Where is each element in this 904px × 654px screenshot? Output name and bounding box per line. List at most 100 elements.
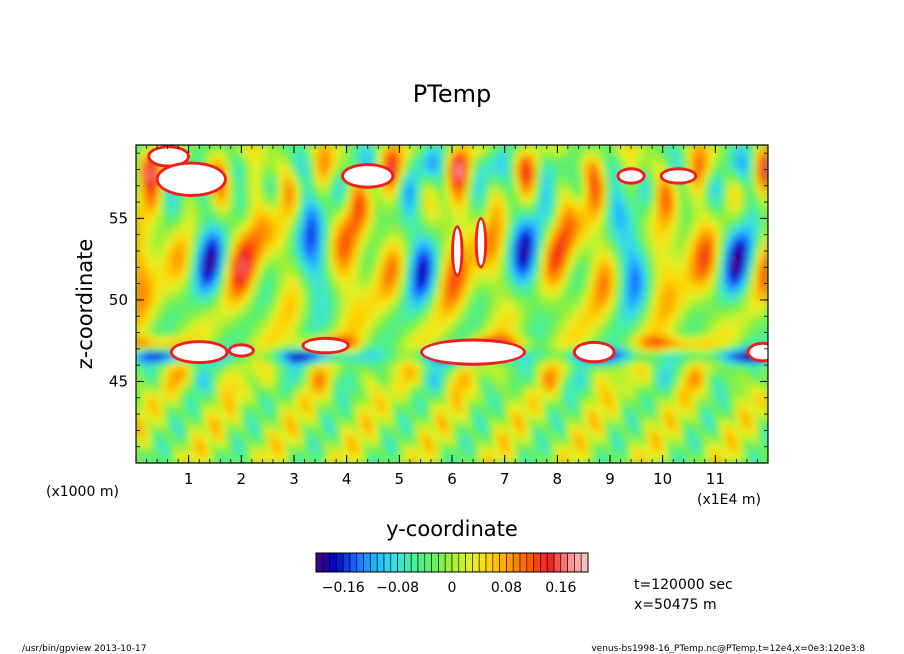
heatmap-cell [519, 361, 527, 369]
heatmap-cell [156, 277, 163, 284]
heatmap-cell [440, 372, 448, 379]
heatmap-cell [398, 314, 406, 321]
heatmap-cell [272, 330, 279, 337]
heatmap-cell [198, 361, 205, 369]
heatmap-cell [325, 192, 332, 199]
heatmap-cell [498, 282, 506, 289]
heatmap-cell [198, 266, 205, 273]
heatmap-cell [483, 261, 490, 268]
heatmap-cell [388, 192, 395, 199]
heatmap-cell [272, 271, 279, 278]
heatmap-cell [493, 377, 500, 384]
heatmap-cell [304, 218, 311, 225]
heatmap-cell [140, 239, 148, 247]
heatmap-cell [435, 372, 442, 379]
heatmap-cell [404, 414, 411, 422]
heatmap-cell [277, 414, 284, 422]
heatmap-cell [567, 404, 574, 411]
heatmap-cell [525, 319, 532, 326]
heatmap-cell [493, 255, 500, 263]
heatmap-cell [525, 149, 532, 157]
heatmap-cell [298, 282, 306, 289]
heatmap-cell [309, 277, 316, 284]
heatmap-cell [446, 208, 453, 215]
heatmap-cell [293, 404, 300, 411]
heatmap-cell [188, 330, 195, 337]
heatmap-cell [498, 361, 506, 369]
heatmap-cell [140, 287, 148, 294]
heatmap-cell [367, 224, 374, 231]
heatmap-cell [319, 271, 327, 278]
heatmap-cell [246, 224, 253, 231]
heatmap-cell [556, 377, 564, 384]
heatmap-cell [325, 377, 332, 384]
heatmap-cell [546, 165, 553, 172]
heatmap-cell [136, 165, 142, 172]
heatmap-cell [477, 383, 485, 390]
heatmap-cell [340, 145, 348, 151]
heatmap-cell [388, 319, 395, 326]
heatmap-cell [151, 229, 158, 236]
heatmap-cell [530, 441, 537, 448]
heatmap-cell [477, 145, 485, 151]
heatmap-cell [567, 436, 574, 443]
heatmap-cell [293, 377, 300, 384]
heatmap-cell [456, 457, 464, 463]
heatmap-cell [409, 451, 416, 459]
heatmap-cell [356, 393, 363, 400]
heatmap-cell [346, 430, 353, 437]
heatmap-cell [209, 388, 216, 395]
heatmap-cell [346, 398, 353, 406]
heatmap-cell [272, 155, 279, 162]
heatmap-cell [425, 171, 432, 178]
heatmap-cell [446, 245, 453, 252]
heatmap-cell [167, 261, 174, 268]
heatmap-cell [488, 451, 495, 459]
heatmap-cell [430, 165, 437, 172]
heatmap-cell [383, 404, 390, 411]
heatmap-cell [361, 239, 369, 247]
heatmap-cell [246, 208, 253, 215]
heatmap-cell [430, 160, 437, 167]
heatmap-cell [146, 213, 153, 220]
heatmap-cell [335, 176, 342, 183]
heatmap-cell [198, 303, 205, 310]
heatmap-cell [556, 409, 564, 416]
heatmap-cell [251, 287, 258, 294]
heatmap-cell [488, 277, 495, 284]
heatmap-cell [477, 420, 485, 427]
heatmap-cell [541, 340, 548, 347]
heatmap-cell [198, 446, 205, 453]
heatmap-cell [530, 398, 537, 406]
heatmap-cell [430, 176, 437, 183]
heatmap-cell [330, 324, 337, 331]
heatmap-cell [498, 287, 506, 294]
heatmap-cell [435, 245, 442, 252]
heatmap-cell [282, 155, 290, 162]
heatmap-cell [467, 393, 474, 400]
heatmap-cell [440, 388, 448, 395]
heatmap-cell [319, 451, 327, 459]
heatmap-cell [530, 176, 537, 183]
heatmap-cell [256, 414, 263, 422]
heatmap-cell [304, 319, 311, 326]
heatmap-cell [193, 324, 200, 331]
heatmap-cell [462, 436, 469, 443]
heatmap-cell [325, 171, 332, 178]
heatmap-cell [546, 271, 553, 278]
heatmap-cell [136, 261, 142, 268]
heatmap-cell [219, 186, 227, 194]
heatmap-cell [146, 245, 153, 252]
heatmap-cell [541, 145, 548, 151]
heatmap-cell [372, 330, 379, 337]
heatmap-cell [393, 208, 400, 215]
heatmap-cell [440, 393, 448, 400]
heatmap-cell [377, 377, 385, 384]
heatmap-cell [146, 261, 153, 268]
heatmap-cell [261, 176, 269, 183]
heatmap-cell [419, 393, 427, 400]
heatmap-cell [519, 414, 527, 422]
heatmap-cell [393, 165, 400, 172]
heatmap-cell [356, 287, 363, 294]
heatmap-cell [541, 457, 548, 463]
